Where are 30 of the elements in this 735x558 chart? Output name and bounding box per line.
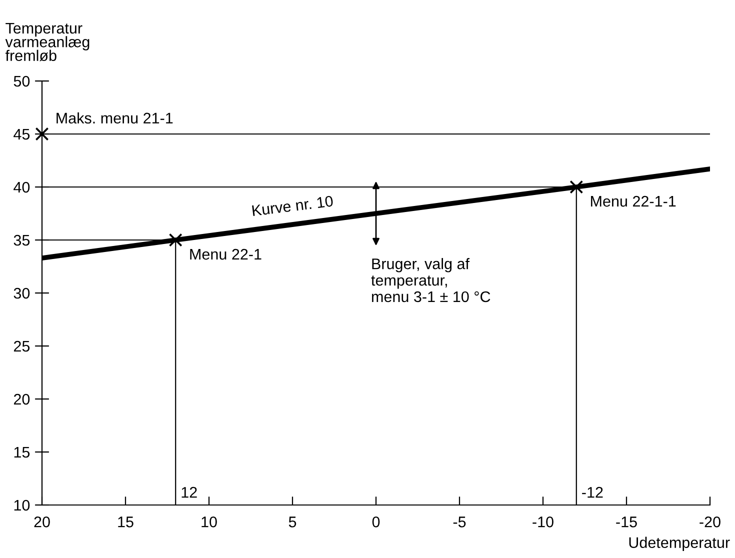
y-tick-label: 45 <box>14 129 30 140</box>
x-axis-title: Udetemperatur <box>629 536 730 552</box>
y-tick-label: 40 <box>14 182 30 193</box>
x-tick-label: -20 <box>700 516 720 528</box>
point <box>35 127 49 141</box>
y-tick-label: 50 <box>14 76 30 87</box>
y-axis-title: Temperatur varmeanlæg fremløb <box>5 22 90 62</box>
x-tick-label: -10 <box>532 516 554 528</box>
y-tick-label: 10 <box>14 500 30 511</box>
y-tick-label: 35 <box>14 234 30 246</box>
x-tick-label: 10 <box>202 516 217 528</box>
point <box>168 233 182 247</box>
x-tick-label: 0 <box>372 516 380 528</box>
annotation: Menu 22-1 <box>190 248 262 260</box>
annotation: 12 <box>182 486 197 498</box>
x-tick-label: -15 <box>616 516 637 528</box>
y-tick-label: 25 <box>14 340 30 352</box>
x-tick-label: -5 <box>453 516 466 528</box>
x-tick-label: 20 <box>34 516 50 528</box>
x-tick-label: 15 <box>118 516 134 528</box>
x-tick-label: 5 <box>288 516 296 528</box>
ref-line-label: Maks. menu 21-1 <box>56 112 173 124</box>
annotation: Menu 22-1-1 <box>591 196 676 207</box>
annotation: -12 <box>582 486 603 498</box>
y-tick-label: 20 <box>14 394 30 405</box>
point <box>570 180 584 194</box>
y-tick-label: 15 <box>14 447 30 458</box>
annotation: Bruger, valg af temperatur, menu 3-1 ± 10 °C <box>371 258 490 302</box>
text: Kurve nr. 10 <box>252 196 334 216</box>
y-tick-label: 30 <box>14 288 30 299</box>
